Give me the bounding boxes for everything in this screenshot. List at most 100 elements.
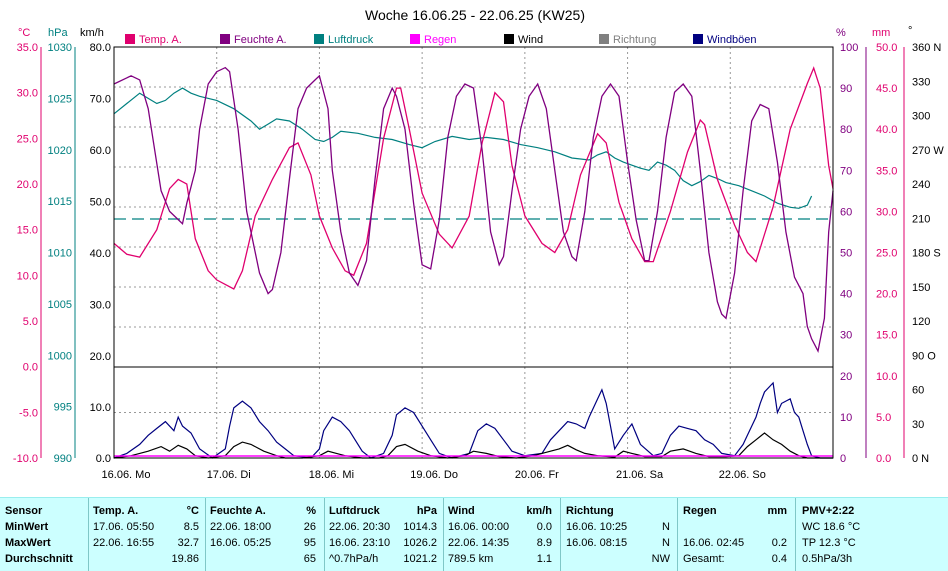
stats-table: Sensor MinWert MaxWert Durchschnitt Temp… <box>0 497 948 571</box>
rain-tick-label: 10.0 <box>876 371 897 383</box>
pressure-axis-unit: hPa <box>48 27 68 39</box>
temp-tick-label: 35.0 <box>17 42 38 54</box>
temp-tick-label: 25.0 <box>17 133 38 145</box>
wind-axis-unit: km/h <box>80 27 104 39</box>
legend-rain: Regen <box>410 34 456 46</box>
humidity-tick-label: 100 <box>840 42 858 54</box>
temp-tick-label: -10.0 <box>13 453 38 465</box>
pressure-tick-label: 1000 <box>48 350 72 362</box>
legend-direction: Richtung <box>599 34 656 46</box>
axis-units: °C hPa km/h % mm ° <box>18 25 912 39</box>
wind-tick-label: 40.0 <box>90 248 111 260</box>
humidity-tick-label: 60 <box>840 206 852 218</box>
direction-tick-label: 360 N <box>912 42 941 54</box>
wind-tick-label: 70.0 <box>90 94 111 106</box>
wind-tick-label: 10.0 <box>90 402 111 414</box>
axis-ticks: 35.0 30.0 25.0 20.0 15.0 10.0 5.0 0.0 -5.0 -10.0 1… <box>13 42 944 465</box>
wind-tick-label: 20.0 <box>90 351 111 363</box>
humidity-tick-label: 40 <box>840 289 852 301</box>
rain-tick-label: 25.0 <box>876 248 897 260</box>
series-gust <box>113 381 833 459</box>
pressure-tick-label: 1030 <box>48 42 72 54</box>
rain-tick-label: 50.0 <box>876 42 897 54</box>
x-tick-label: 20.06. Fr <box>515 469 559 481</box>
stats-pmv: PMV+2:22 WC 18.6 °C TP 12.3 °C 0.5hPa/3h <box>802 505 861 565</box>
x-tick-label: 21.06. Sa <box>616 469 664 481</box>
rain-tick-label: 15.0 <box>876 330 897 342</box>
x-tick-label: 22.06. So <box>719 469 766 481</box>
stats-row-labels: Sensor MinWert MaxWert Durchschnitt <box>5 498 85 571</box>
svg-text:Wind: Wind <box>518 34 543 46</box>
wind-tick-label: 80.0 <box>90 42 111 54</box>
humidity-tick-label: 0 <box>840 453 846 465</box>
x-tick-label: 19.06. Do <box>410 469 458 481</box>
chart-title: Woche 16.06.25 - 22.06.25 (KW25) <box>365 7 585 23</box>
weather-chart: Woche 16.06.25 - 22.06.25 (KW25) Temp. A… <box>12 7 945 481</box>
humidity-tick-label: 80 <box>840 124 852 136</box>
legend-humidity: Feuchte A. <box>220 34 287 46</box>
humidity-tick-label: 50 <box>840 248 852 260</box>
rain-tick-label: 40.0 <box>876 124 897 136</box>
pressure-tick-label: 990 <box>54 453 72 465</box>
direction-tick-label: 300 <box>912 111 930 123</box>
plot-frame-bottom <box>113 366 834 459</box>
pressure-tick-label: 1015 <box>48 196 72 208</box>
x-tick-label: 16.06. Mo <box>102 469 151 481</box>
temp-axis-unit: °C <box>18 27 30 39</box>
direction-tick-label: 270 W <box>912 145 944 157</box>
direction-tick-label: 240 <box>912 179 930 191</box>
humidity-axis-unit: % <box>836 27 846 39</box>
humidity-tick-label: 30 <box>840 330 852 342</box>
wind-tick-label: 50.0 <box>90 197 111 209</box>
pressure-tick-label: 1005 <box>48 299 72 311</box>
stats-direction: Richtung 16.06. 10:25 N 16.06. 08:15 N NW <box>566 505 670 565</box>
svg-text:Feuchte A.: Feuchte A. <box>234 34 287 46</box>
stats-rain: Regen mm 16.06. 02:45 0.2 Gesamt: 0.4 <box>683 505 787 565</box>
temp-tick-label: 20.0 <box>17 179 38 191</box>
legend-gust: Windböen <box>693 34 757 46</box>
svg-text:Luftdruck: Luftdruck <box>328 34 374 46</box>
rain-tick-label: 30.0 <box>876 206 897 218</box>
temp-tick-label: 0.0 <box>23 362 38 374</box>
pressure-tick-label: 1020 <box>48 145 72 157</box>
rain-tick-label: 20.0 <box>876 289 897 301</box>
direction-tick-label: 180 S <box>912 248 941 260</box>
series-pressure <box>113 87 813 209</box>
svg-text:Temp. A.: Temp. A. <box>139 34 182 46</box>
grid <box>114 47 833 458</box>
temp-tick-label: 5.0 <box>23 316 38 328</box>
rain-tick-label: 35.0 <box>876 165 897 177</box>
temp-tick-label: 30.0 <box>17 88 38 100</box>
svg-text:Richtung: Richtung <box>613 34 656 46</box>
x-tick-label: 18.06. Mi <box>309 469 354 481</box>
direction-tick-label: 0 N <box>912 453 929 465</box>
stats-label-sensor: Sensor <box>5 505 43 517</box>
svg-text:Regen: Regen <box>424 34 456 46</box>
legend: Temp. A. Feuchte A. Luftdruck Regen Wind… <box>125 34 757 46</box>
rain-tick-label: 0.0 <box>876 453 891 465</box>
rain-axis-unit: mm <box>872 27 890 39</box>
temp-tick-label: 15.0 <box>17 225 38 237</box>
direction-tick-label: 60 <box>912 385 924 397</box>
pressure-tick-label: 1010 <box>48 248 72 260</box>
humidity-tick-label: 70 <box>840 165 852 177</box>
stats-label-avg: Durchschnitt <box>5 553 73 565</box>
stats-label-max: MaxWert <box>5 537 51 549</box>
direction-tick-label: 120 <box>912 316 930 328</box>
series-humidity <box>113 66 834 354</box>
temp-tick-label: 10.0 <box>17 270 38 282</box>
pressure-tick-label: 995 <box>54 402 72 414</box>
direction-tick-label: 150 <box>912 282 930 294</box>
x-axis-labels: 16.06. Mo 17.06. Di 18.06. Mi 19.06. Do 20.0… <box>102 469 766 481</box>
temp-tick-label: -5.0 <box>19 407 38 419</box>
legend-wind: Wind <box>504 34 543 46</box>
wind-tick-label: 60.0 <box>90 145 111 157</box>
legend-temp: Temp. A. <box>125 34 182 46</box>
legend-pressure: Luftdruck <box>314 34 374 46</box>
svg-text:Windböen: Windböen <box>707 34 757 46</box>
humidity-tick-label: 90 <box>840 83 852 95</box>
direction-axis-unit: ° <box>908 25 912 37</box>
pressure-tick-label: 1025 <box>48 93 72 105</box>
wind-tick-label: 30.0 <box>90 300 111 312</box>
stats-humidity: Feuchte A.% 22.06. 18:00 26 16.06. 05:25 9… <box>210 505 316 565</box>
